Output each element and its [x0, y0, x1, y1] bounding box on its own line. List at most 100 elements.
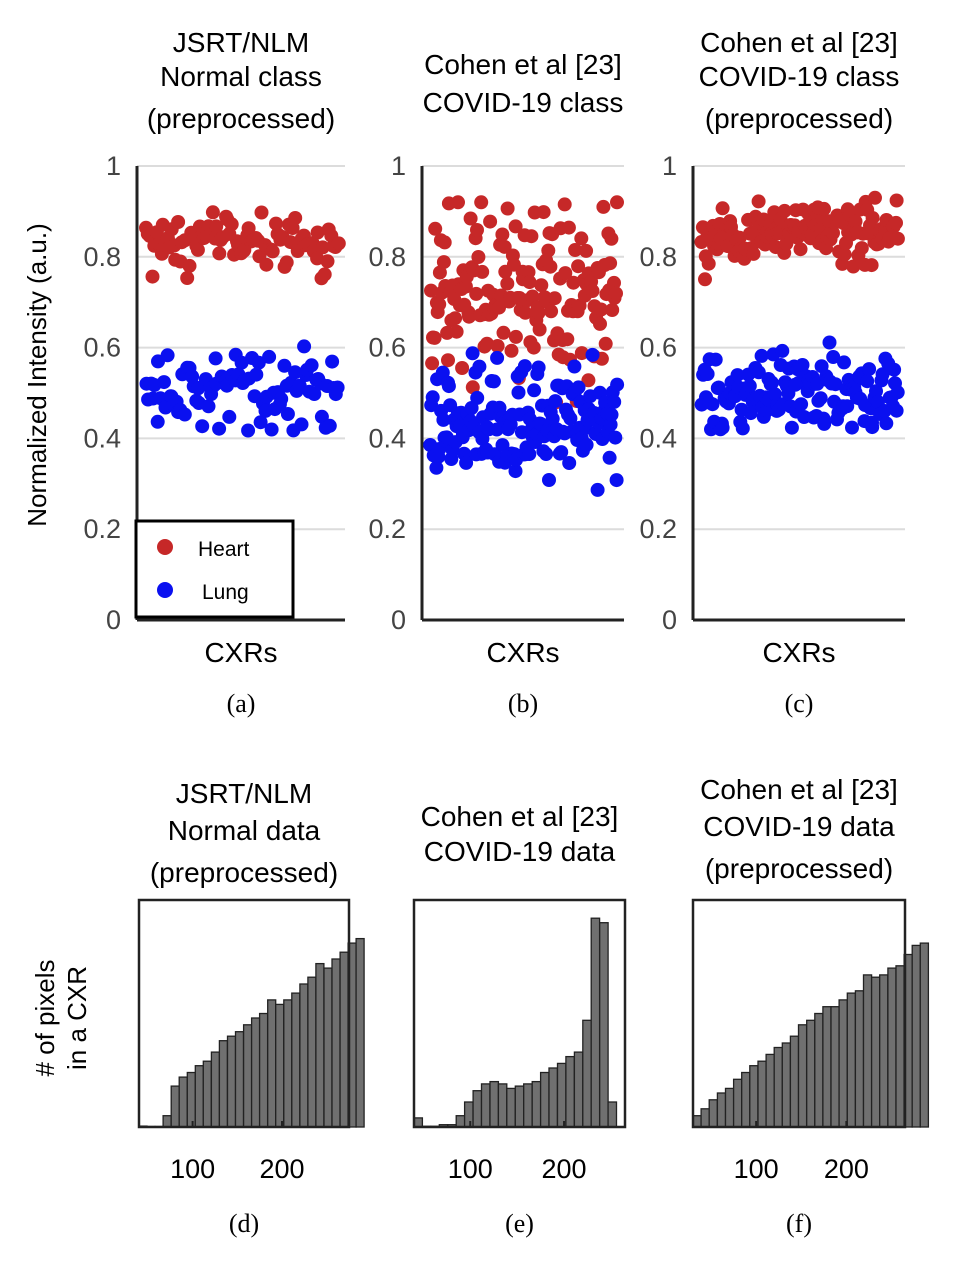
- histogram-bar: [242, 1024, 253, 1128]
- histogram-bar: [315, 962, 325, 1128]
- point-lung: [579, 437, 594, 452]
- point-heart: [315, 240, 330, 255]
- point-lung: [288, 365, 303, 380]
- scatter-y-axis-label: Normalized Intensity (a.u.): [22, 223, 52, 526]
- histogram-bar: [339, 951, 349, 1128]
- point-lung: [794, 397, 809, 412]
- point-heart: [171, 215, 186, 229]
- point-lung: [280, 407, 295, 421]
- point-heart: [574, 346, 589, 361]
- y-tick-label: 0: [662, 605, 677, 635]
- point-heart: [532, 322, 547, 337]
- histogram-bar: [757, 1060, 767, 1128]
- hist-title-d-line2: Normal data: [168, 815, 321, 846]
- point-heart: [449, 324, 464, 339]
- point-lung: [765, 375, 779, 390]
- point-lung: [822, 335, 837, 350]
- point-lung: [294, 417, 309, 432]
- caption-f: (f): [786, 1209, 812, 1238]
- point-heart: [536, 205, 551, 220]
- point-lung: [730, 368, 745, 383]
- histogram-bar: [463, 1101, 474, 1128]
- point-lung: [459, 455, 474, 470]
- hist-panel-e: Cohen et al [23] COVID-19 data 100 200 (e): [412, 801, 627, 1238]
- point-heart: [524, 229, 539, 244]
- point-heart: [483, 214, 498, 229]
- point-lung: [845, 420, 859, 435]
- point-heart: [504, 343, 519, 358]
- point-lung: [735, 421, 750, 436]
- point-heart: [241, 221, 256, 236]
- point-lung: [249, 367, 264, 382]
- histogram-bar: [355, 937, 365, 1128]
- point-lung: [837, 355, 851, 370]
- point-lung: [314, 409, 329, 424]
- point-heart: [561, 220, 576, 235]
- histogram-bar: [879, 974, 889, 1128]
- caption-d: (d): [229, 1209, 259, 1238]
- point-heart: [474, 195, 489, 210]
- histogram-bar: [582, 1019, 592, 1128]
- histogram-bar: [455, 1115, 466, 1128]
- point-heart: [465, 380, 480, 395]
- point-lung: [571, 380, 586, 395]
- point-heart: [463, 211, 478, 226]
- histogram-bar: [267, 999, 277, 1128]
- point-heart: [500, 276, 515, 291]
- point-lung: [548, 394, 563, 409]
- caption-a: (a): [227, 689, 256, 718]
- histogram-bar: [170, 1085, 180, 1128]
- point-lung: [607, 394, 622, 409]
- histogram-bar: [531, 1080, 542, 1128]
- point-lung: [610, 377, 625, 392]
- plot-frame: [137, 898, 351, 1129]
- point-heart: [865, 211, 880, 225]
- histogram-bar: [275, 1003, 285, 1128]
- point-lung: [826, 350, 841, 364]
- point-heart: [205, 205, 220, 220]
- point-lung: [700, 367, 715, 381]
- point-heart: [864, 258, 879, 273]
- point-lung: [277, 358, 292, 373]
- y-tick-label: 0.6: [368, 333, 406, 363]
- x-tick-label: 200: [542, 1154, 587, 1184]
- point-lung: [775, 343, 790, 358]
- point-heart: [603, 256, 618, 271]
- point-lung: [795, 358, 810, 372]
- point-lung: [212, 421, 227, 436]
- point-heart: [585, 284, 600, 298]
- histogram-bar: [556, 1062, 567, 1128]
- point-heart: [560, 332, 575, 347]
- point-lung: [490, 350, 505, 365]
- point-lung: [325, 354, 340, 369]
- point-lung: [307, 387, 322, 401]
- histogram-bar: [708, 1099, 718, 1128]
- histogram-bar: [226, 1035, 237, 1128]
- point-lung: [330, 380, 345, 395]
- point-heart: [492, 300, 506, 315]
- x-tick-label: 100: [448, 1154, 493, 1184]
- point-heart: [469, 286, 484, 301]
- point-lung: [784, 420, 799, 435]
- histogram-bar: [732, 1078, 743, 1128]
- point-heart: [432, 265, 447, 280]
- point-heart: [751, 194, 766, 209]
- point-heart: [212, 246, 227, 261]
- point-heart: [701, 256, 716, 271]
- y-tick-label: 0.4: [83, 423, 121, 453]
- point-heart: [889, 193, 904, 208]
- point-lung: [711, 380, 726, 395]
- histogram-bar: [854, 990, 865, 1128]
- histogram-bar: [514, 1085, 525, 1128]
- scatter-panel-c: Cohen et al [23]COVID-19 class (preproces…: [639, 27, 905, 718]
- histogram-bar: [539, 1071, 550, 1128]
- hist-panel-f: Cohen et al [23] COVID-19 data (preprocess…: [691, 774, 930, 1238]
- point-lung: [889, 403, 904, 418]
- point-heart: [495, 227, 510, 242]
- point-heart: [598, 336, 613, 351]
- scatter-panel-b: Cohen et al [23] COVID-19 class 0 0.2 0.4 0.6…: [368, 49, 625, 718]
- histogram-bar: [497, 1083, 508, 1128]
- y-tick-label: 0.6: [83, 333, 121, 363]
- point-heart: [441, 353, 455, 368]
- point-heart: [310, 225, 325, 240]
